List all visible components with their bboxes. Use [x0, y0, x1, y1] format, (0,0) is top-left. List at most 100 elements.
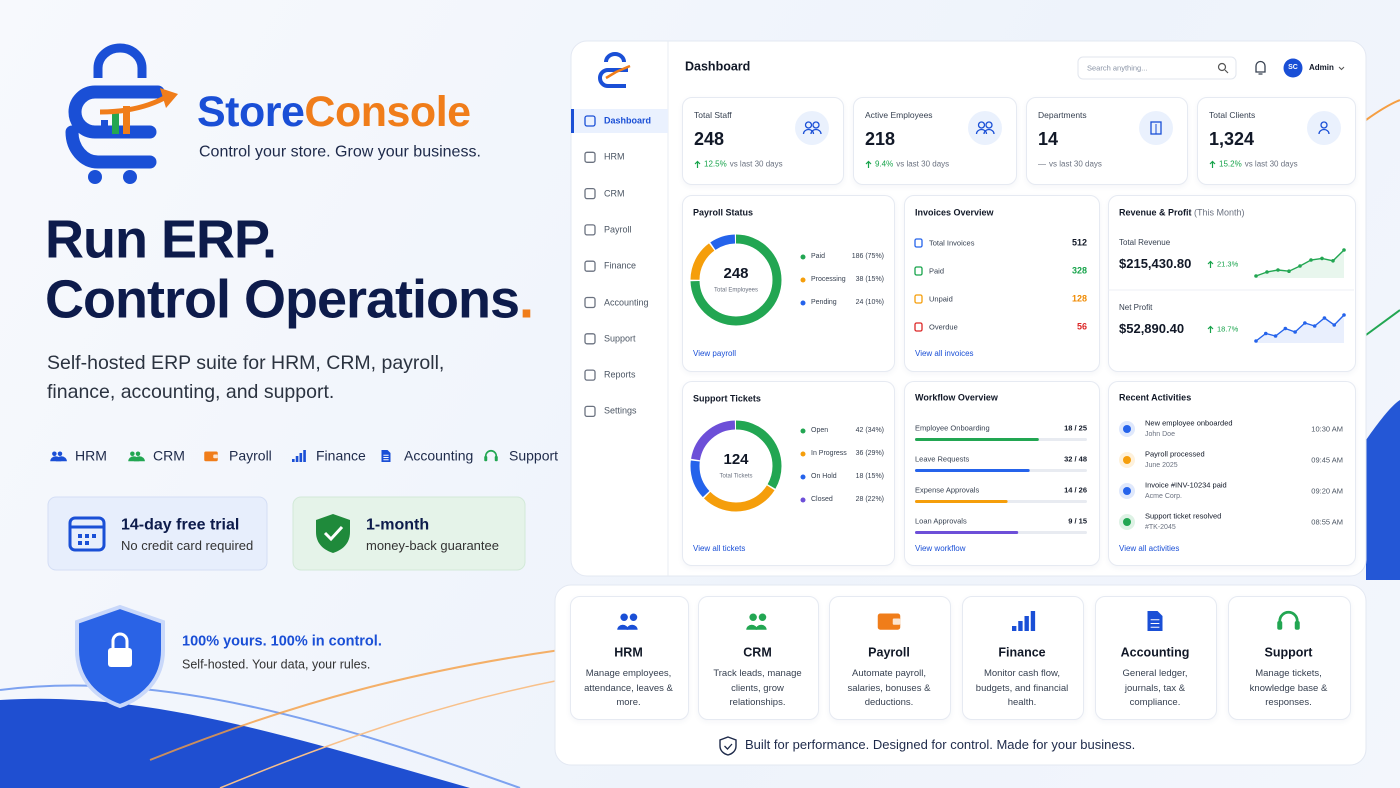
- legend-label: In Progress: [811, 449, 847, 457]
- legend-value: 186 (75%): [851, 252, 884, 260]
- search-input[interactable]: Search anything...: [1087, 63, 1148, 73]
- legend-value: 42 (34%): [855, 426, 884, 434]
- change-note: vs last 30 days: [896, 159, 950, 169]
- change-value: 15.2%: [1219, 159, 1242, 169]
- activity-title: New employee onboarded: [1145, 418, 1233, 428]
- wave-orange: [149, 649, 561, 761]
- nav-item[interactable]: Payroll: [604, 224, 632, 235]
- panel-link[interactable]: View all tickets: [693, 544, 746, 554]
- legend-label: Paid: [811, 252, 826, 260]
- activity-title: Support ticket resolved: [1145, 511, 1222, 521]
- panel-title: Invoices Overview: [915, 207, 994, 218]
- activity-title: Invoice #INV-10234 paid: [1145, 480, 1227, 490]
- metric-value: $215,430.80: [1119, 256, 1192, 272]
- metric-change: 21.3%: [1207, 260, 1238, 269]
- stat-value: 218: [865, 129, 896, 150]
- panel-title: Workflow Overview: [915, 392, 998, 403]
- workflow-progress: 18 / 25: [1064, 423, 1087, 433]
- invoice-label: Unpaid: [929, 294, 953, 304]
- offer-title: 1-month: [366, 516, 430, 534]
- module-tag: Payroll: [229, 447, 272, 464]
- activity-time: 08:55 AM: [1311, 517, 1343, 527]
- module-tag: Finance: [316, 447, 366, 464]
- arrow: [1207, 260, 1214, 268]
- invoice-value: 328: [1071, 265, 1087, 276]
- nav-item[interactable]: Reports: [604, 369, 636, 380]
- panel-link[interactable]: View payroll: [693, 349, 736, 359]
- donut-total: 248: [723, 265, 749, 282]
- user-name[interactable]: Admin: [1309, 63, 1334, 73]
- panel-title: Support Tickets: [693, 393, 761, 404]
- arrow: [1207, 325, 1214, 333]
- feature-description: Manage tickets, knowledge base & respons…: [1249, 668, 1328, 708]
- panel-title: Revenue & Profit (This Month): [1119, 207, 1245, 218]
- stat-change: 12.5% vs last 30 days: [694, 160, 783, 169]
- panel-link[interactable]: View all activities: [1119, 544, 1180, 554]
- arrow: [694, 160, 701, 168]
- nav-item[interactable]: Settings: [604, 405, 637, 416]
- brand-primary: Store: [197, 88, 305, 137]
- nav-item[interactable]: CRM: [604, 188, 625, 199]
- legend-value: 36 (29%): [855, 449, 884, 457]
- invoice-label: Overdue: [929, 322, 958, 332]
- module-tag: CRM: [153, 447, 185, 464]
- headline: Run ERP.: [45, 209, 277, 270]
- workflow-label: Leave Requests: [915, 454, 970, 464]
- feature-title: Support: [1264, 645, 1313, 660]
- change-value: 18.7%: [1217, 324, 1239, 334]
- legend-label: Open: [811, 426, 829, 434]
- invoice-value: 128: [1071, 293, 1087, 304]
- arrow: [1209, 160, 1216, 168]
- nav-item[interactable]: Support: [604, 333, 636, 344]
- metric-label: Total Revenue: [1119, 238, 1171, 248]
- arrow: [865, 160, 872, 168]
- legend-label: Pending: [811, 298, 837, 306]
- arrow-icon: [1207, 325, 1214, 333]
- nav-item[interactable]: Dashboard: [604, 115, 652, 126]
- activity-time: 10:30 AM: [1311, 424, 1343, 434]
- feature-description: Monitor cash flow, budgets, and financia…: [975, 668, 1069, 708]
- stat-change: 15.2% vs last 30 days: [1209, 160, 1298, 169]
- feature-card: [698, 596, 819, 720]
- panel-card: [1108, 195, 1356, 372]
- nav-item[interactable]: Accounting: [604, 297, 649, 308]
- panel-link[interactable]: View workflow: [915, 544, 966, 554]
- offer-subtitle: No credit card required: [121, 538, 254, 554]
- feature-description: Automate payroll, salaries, bonuses & de…: [847, 668, 931, 708]
- feature-card: [962, 596, 1084, 720]
- wave-orange-light: [219, 679, 561, 788]
- legend-value: 18 (15%): [855, 472, 884, 480]
- workflow-progress: 14 / 26: [1064, 485, 1087, 495]
- module-tag: Support: [509, 447, 559, 464]
- brand-name: StoreConsole: [197, 87, 471, 139]
- metric-change: 18.7%: [1207, 325, 1238, 334]
- footer-note: Built for performance. Designed for cont…: [745, 737, 1136, 753]
- stat-value: 248: [694, 129, 725, 150]
- feature-title: Accounting: [1120, 645, 1190, 660]
- panel-link[interactable]: View all invoices: [915, 349, 974, 359]
- activity-detail: June 2025: [1145, 461, 1178, 469]
- stat-value: 1,324: [1209, 129, 1255, 150]
- metric-label: Net Profit: [1119, 303, 1153, 313]
- stat-value: 14: [1038, 129, 1059, 150]
- arrow-icon: [1209, 160, 1216, 168]
- panel-card: [904, 195, 1100, 372]
- legend-value: 38 (15%): [855, 275, 884, 283]
- legend-label: Closed: [811, 495, 833, 503]
- line-right-green: [1365, 309, 1400, 336]
- nav-item[interactable]: HRM: [604, 151, 625, 162]
- line-right: [1365, 99, 1400, 121]
- panel-title-note: (This Month): [1194, 207, 1245, 218]
- invoice-label: Total Invoices: [929, 238, 975, 248]
- stat-change: — vs last 30 days: [1038, 160, 1102, 169]
- offer-subtitle: money-back guarantee: [366, 538, 499, 554]
- change-value: 21.3%: [1217, 259, 1239, 269]
- change-note: vs last 30 days: [729, 159, 783, 169]
- offer-card: [292, 496, 526, 571]
- avatar-initials[interactable]: SC: [1288, 63, 1298, 71]
- nav-item[interactable]: Finance: [604, 260, 637, 271]
- offer-card: [47, 496, 268, 571]
- activity-title: Payroll processed: [1145, 449, 1205, 459]
- donut-total-label: Total Tickets: [719, 473, 753, 480]
